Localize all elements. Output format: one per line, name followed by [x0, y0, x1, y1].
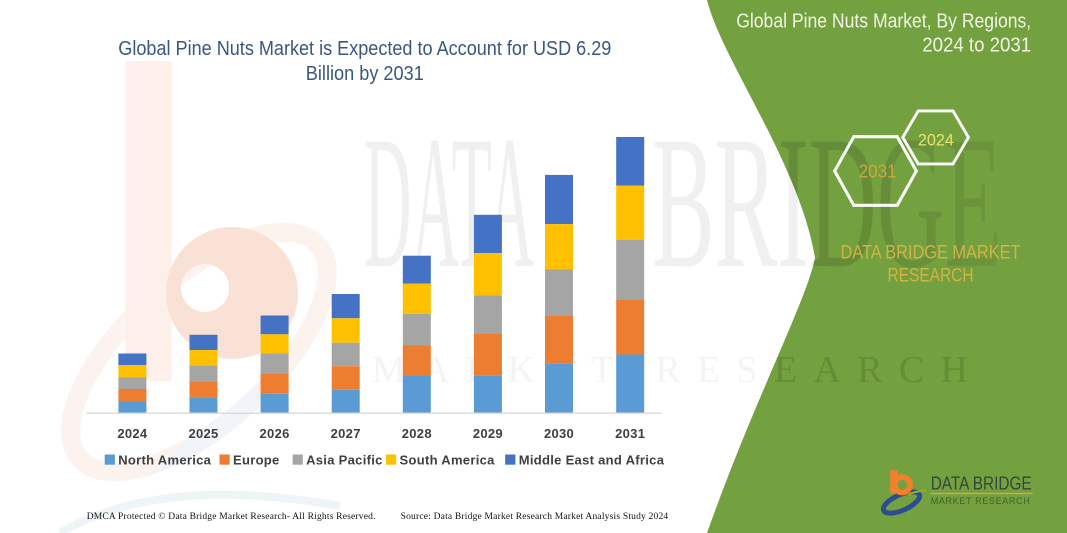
- svg-text:2027: 2027: [331, 426, 361, 441]
- svg-text:2024 to 2031: 2024 to 2031: [922, 34, 1031, 56]
- svg-text:DATA BRIDGE: DATA BRIDGE: [931, 473, 1032, 494]
- svg-text:DATA BRIDGE MARKET: DATA BRIDGE MARKET: [841, 243, 1021, 264]
- svg-text:2031: 2031: [615, 426, 645, 441]
- svg-text:MARKET RESEARCH: MARKET RESEARCH: [372, 349, 968, 391]
- svg-text:Asia Pacific: Asia Pacific: [306, 453, 383, 468]
- svg-text:2025: 2025: [188, 426, 218, 441]
- svg-text:MARKET RESEARCH: MARKET RESEARCH: [931, 496, 1030, 506]
- svg-text:Global Pine Nuts Market is Exp: Global Pine Nuts Market is Expected to A…: [118, 38, 611, 60]
- svg-text:2026: 2026: [260, 426, 290, 441]
- svg-text:North America: North America: [118, 453, 211, 468]
- svg-text:DATA: DATA: [364, 98, 534, 308]
- svg-text:Source: Data Bridge Market Res: Source: Data Bridge Market Research Mark…: [401, 512, 669, 522]
- svg-text:2024: 2024: [117, 426, 148, 441]
- svg-text:DMCA Protected © Data Bridge M: DMCA Protected © Data Bridge Market Rese…: [87, 511, 376, 522]
- svg-text:RESEARCH: RESEARCH: [888, 265, 974, 286]
- svg-text:2030: 2030: [544, 426, 574, 441]
- svg-text:Middle East and Africa: Middle East and Africa: [519, 453, 665, 468]
- svg-text:2031: 2031: [859, 162, 897, 182]
- svg-text:South America: South America: [400, 453, 496, 468]
- svg-text:Global Pine Nuts Market, By Re: Global Pine Nuts Market, By Regions,: [736, 10, 1031, 32]
- svg-text:2024: 2024: [918, 131, 954, 150]
- svg-text:2028: 2028: [402, 426, 432, 441]
- svg-text:Billion by 2031: Billion by 2031: [306, 63, 424, 85]
- svg-text:BRIDGE: BRIDGE: [652, 98, 1002, 308]
- svg-text:2029: 2029: [473, 426, 503, 441]
- svg-text:Europe: Europe: [233, 453, 280, 468]
